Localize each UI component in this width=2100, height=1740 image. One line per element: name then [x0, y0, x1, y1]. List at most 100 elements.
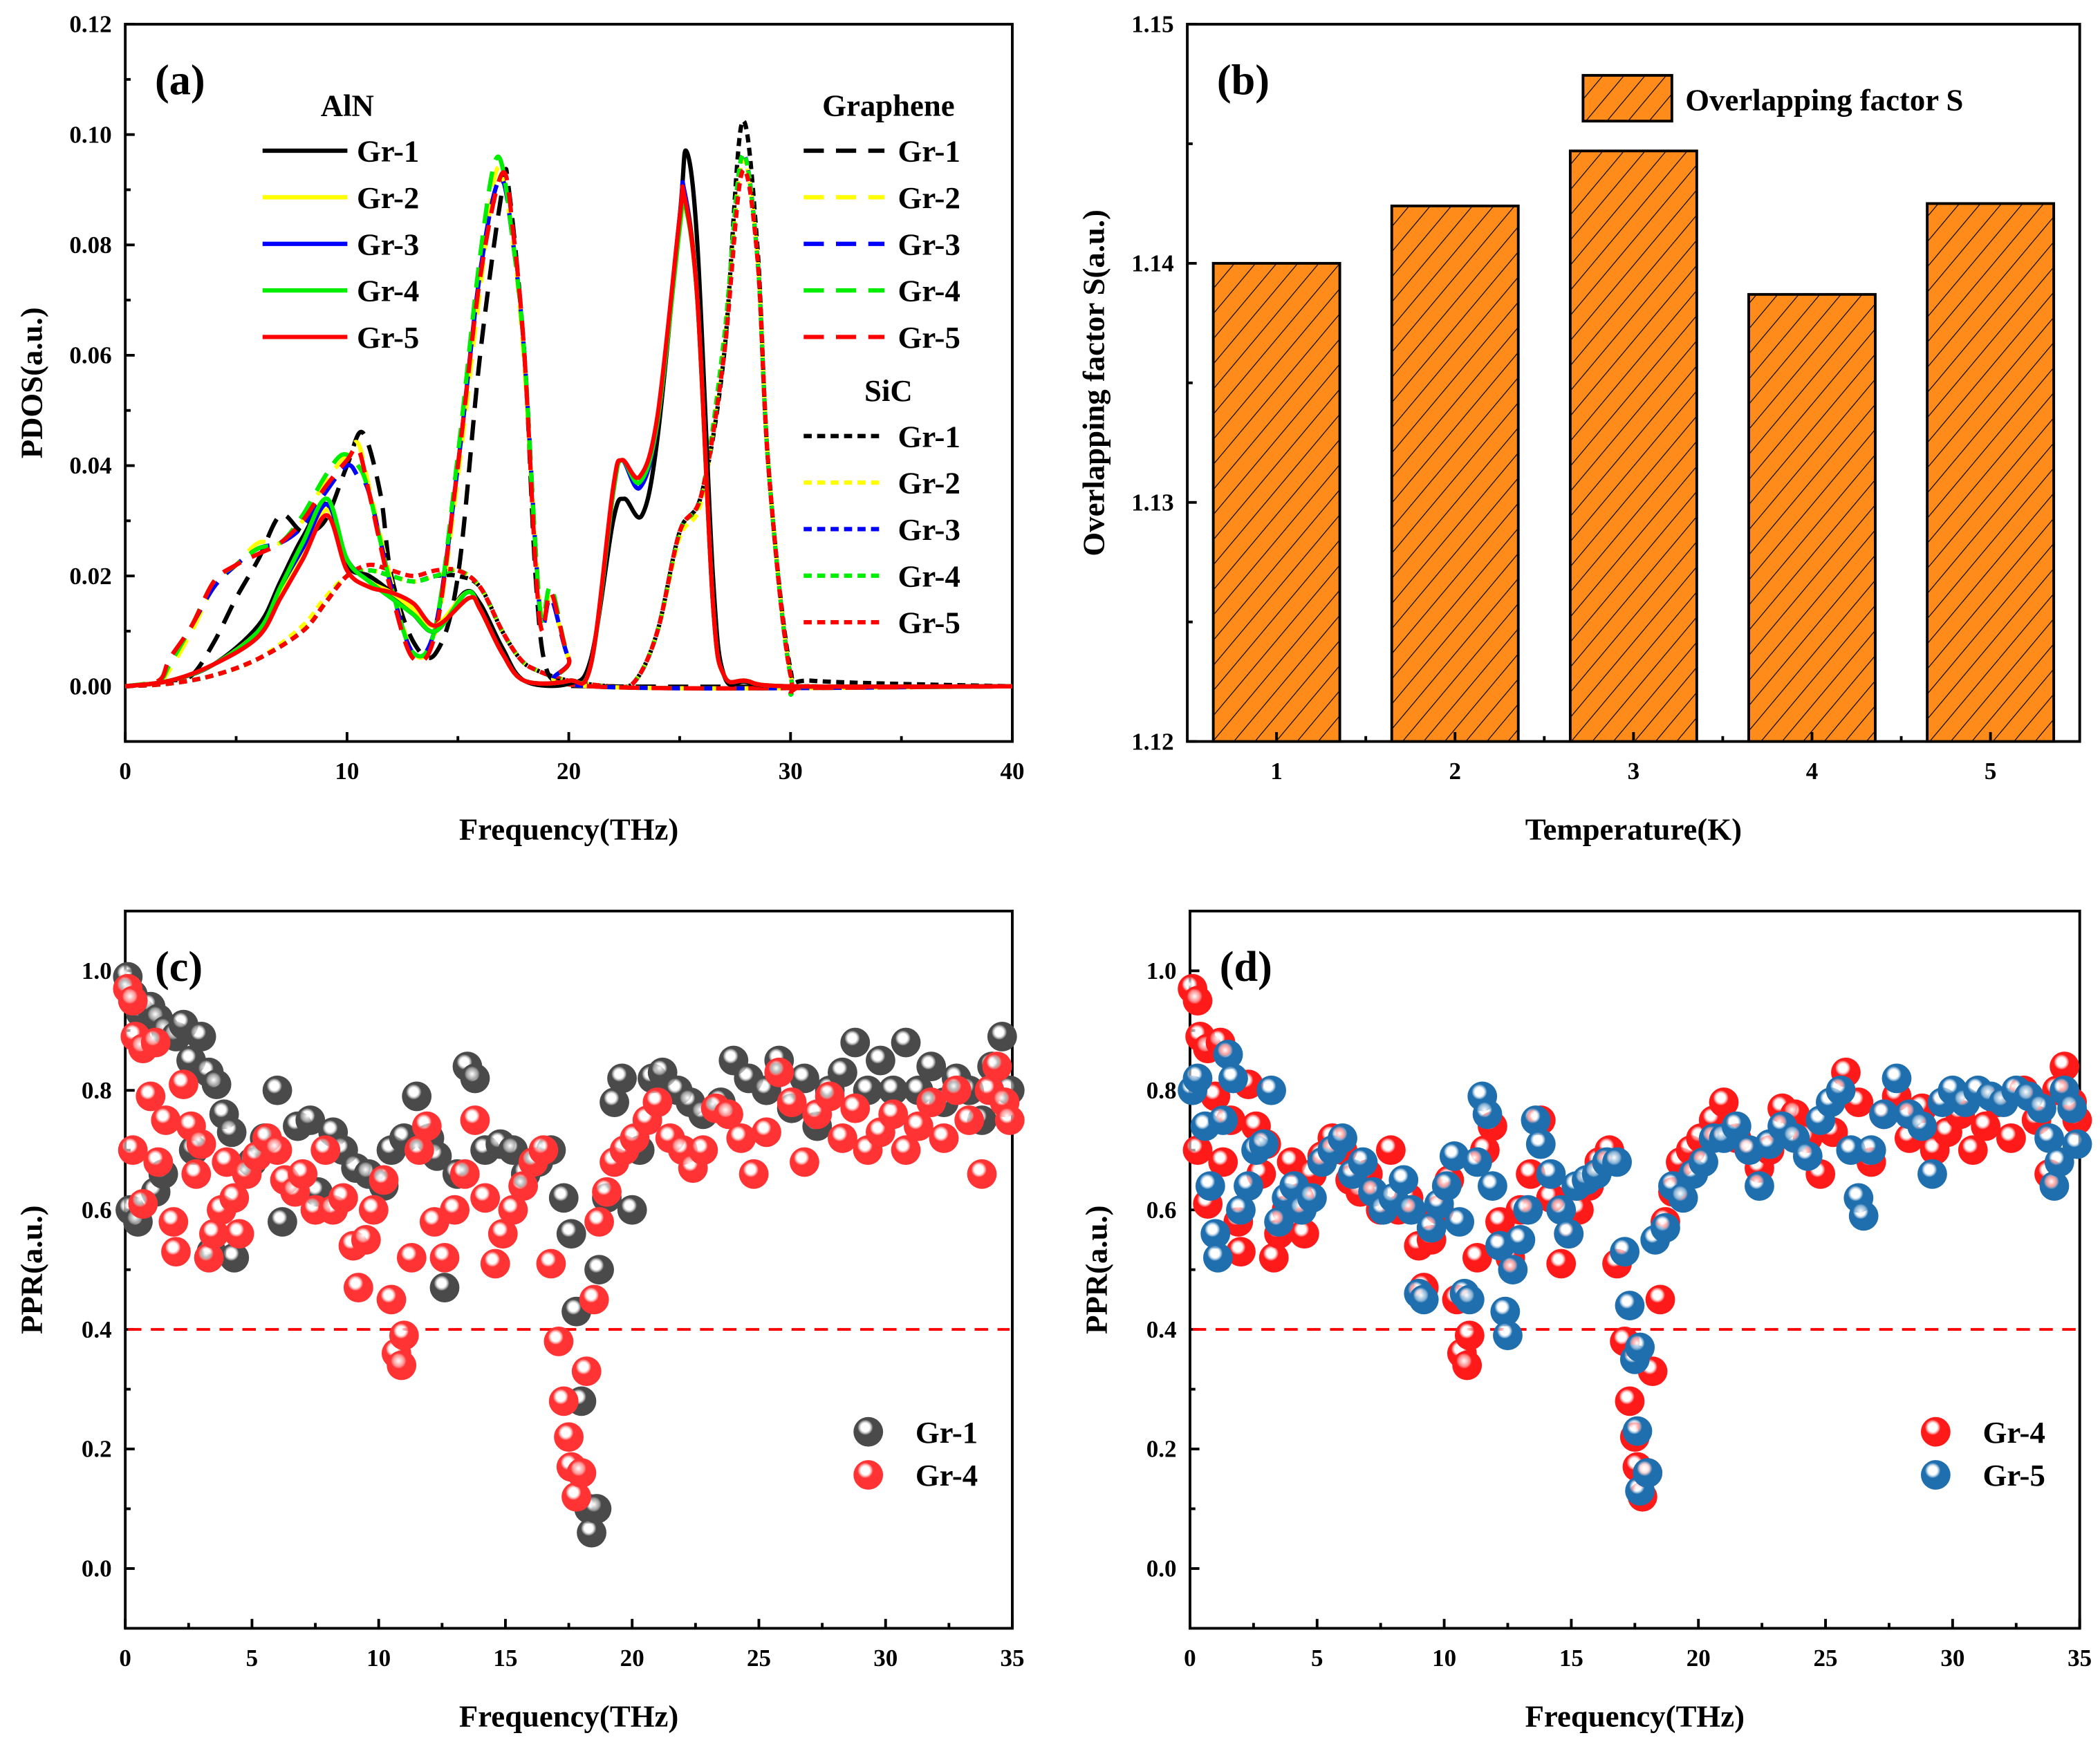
- pdos-curve-graphene-gr-3: [124, 176, 1012, 691]
- data-point: [498, 1195, 528, 1225]
- data-point: [954, 1105, 985, 1135]
- data-point: [1792, 1141, 1823, 1171]
- data-point: [1388, 1165, 1419, 1195]
- pdos-curve-sic-gr-5: [124, 167, 1012, 697]
- data-point: [554, 1422, 584, 1452]
- data-point: [617, 1195, 647, 1225]
- data-point: [592, 1177, 622, 1207]
- legend-marker: [853, 1460, 884, 1490]
- data-point: [1439, 1141, 1469, 1171]
- x-tick-label: 30: [873, 1645, 898, 1672]
- data-point: [1536, 1159, 1566, 1189]
- data-point: [903, 1111, 933, 1141]
- y-tick-label: 0.6: [82, 1197, 112, 1224]
- legend-label: Gr-4: [916, 1458, 978, 1493]
- data-point: [1869, 1099, 1899, 1130]
- data-point: [1525, 1129, 1556, 1159]
- data-point: [1348, 1147, 1378, 1177]
- y-tick-label: 0.4: [1146, 1316, 1177, 1343]
- data-point: [219, 1242, 250, 1273]
- panel-b-overlap-bar-chart: 1.12 1.13 1.14 1.15 Temperature(K) Overlappin…: [1076, 11, 2081, 847]
- x-tick-label: 35: [1000, 1645, 1024, 1672]
- data-point: [878, 1099, 909, 1130]
- data-point: [577, 1517, 606, 1548]
- panel-label: (d): [1220, 943, 1272, 991]
- data-point: [224, 1219, 254, 1249]
- data-point: [536, 1248, 566, 1279]
- x-tick-label: 20: [557, 758, 581, 785]
- data-point: [1452, 1350, 1483, 1381]
- data-point: [865, 1045, 895, 1076]
- data-point: [967, 1159, 997, 1189]
- data-point: [790, 1063, 819, 1094]
- x-tick-label: 30: [779, 758, 803, 785]
- x-tick-label: 2: [1449, 758, 1461, 785]
- data-point: [201, 1069, 232, 1100]
- panel-a-pdos-chart: 0 10 20 30 40 0.00 0.02 0.04 0.06 0.08 0.10 0.12 Fre…: [14, 11, 1024, 847]
- x-tick-label: 5: [246, 1645, 259, 1672]
- data-point: [752, 1117, 781, 1148]
- legend-label: Gr-4: [1983, 1415, 2045, 1450]
- y-axis-title: Overlapping factor S(a.u.): [1076, 209, 1111, 556]
- y-tick-label: 0.0: [1146, 1555, 1177, 1582]
- legend-label: Gr-2: [898, 466, 960, 501]
- pdos-curve-sic-gr-3: [124, 152, 1012, 697]
- data-point: [358, 1195, 389, 1225]
- legend-label: Gr-4: [357, 274, 419, 308]
- data-point: [929, 1123, 959, 1153]
- data-point: [891, 1027, 921, 1058]
- data-point: [1409, 1284, 1439, 1315]
- data-point: [1202, 1242, 1233, 1273]
- y-tick-label: 0.6: [1146, 1197, 1177, 1224]
- data-point: [1996, 1123, 2026, 1153]
- legend-label: Gr-5: [1983, 1458, 2045, 1493]
- x-tick-label: 20: [620, 1645, 644, 1672]
- data-point: [1745, 1171, 1774, 1201]
- y-tick-label: 1.0: [1146, 957, 1177, 984]
- data-point: [1689, 1147, 1718, 1177]
- y-tick-label: 1.0: [82, 957, 112, 984]
- y-tick-label: 0.06: [69, 342, 111, 369]
- data-point: [548, 1386, 579, 1416]
- x-axis-title: Frequency(THz): [459, 812, 678, 847]
- data-point: [128, 1189, 158, 1219]
- data-point: [396, 1242, 427, 1273]
- y-tick-label: 0.2: [82, 1436, 112, 1463]
- data-point: [764, 1057, 795, 1087]
- data-point: [1234, 1171, 1263, 1201]
- y-tick-label: 0.8: [1146, 1077, 1177, 1104]
- pdos-curve-graphene-gr-1: [124, 167, 1012, 689]
- data-point: [186, 1129, 216, 1159]
- data-point: [151, 1105, 181, 1135]
- pdos-curve-graphene-gr-4: [124, 154, 1012, 691]
- data-point: [1328, 1123, 1357, 1153]
- data-point: [1226, 1237, 1256, 1267]
- series-gr-5: [1178, 1039, 2092, 1506]
- bar: [1747, 292, 1877, 743]
- data-point: [1917, 1159, 1947, 1189]
- data-point: [2050, 1051, 2080, 1082]
- data-point: [199, 1219, 229, 1249]
- data-point: [1521, 1105, 1551, 1135]
- x-axis-title: Frequency(THz): [1525, 1699, 1745, 1734]
- data-point: [219, 1183, 250, 1213]
- data-point: [2034, 1123, 2064, 1153]
- legend-sic: SiC Gr-1 Gr-2 Gr-3 Gr-4 Gr-5: [803, 373, 960, 640]
- data-point: [404, 1135, 434, 1166]
- y-axis-title: PPR(a.u.): [14, 1205, 48, 1334]
- data-point: [460, 1105, 490, 1135]
- y-tick-label: 0.10: [69, 121, 111, 148]
- data-point: [161, 1237, 191, 1267]
- data-point: [1546, 1248, 1577, 1279]
- data-point: [1493, 1320, 1523, 1351]
- pdos-curve-aln-gr-2: [124, 192, 1012, 689]
- x-tick-label: 0: [119, 1645, 131, 1672]
- panel-d-ppr-scatter: 0 5 10 15 20 25 30 35 0.0 0.2 0.4 0.6 0.8 1.0 Frequenc…: [1079, 909, 2092, 1734]
- legend-marker: [1920, 1416, 1951, 1447]
- data-point: [1516, 1159, 1545, 1189]
- x-tick-label: 5: [1985, 758, 1997, 785]
- data-point: [994, 1105, 1025, 1135]
- data-point: [1513, 1195, 1543, 1225]
- data-point: [1200, 1219, 1231, 1249]
